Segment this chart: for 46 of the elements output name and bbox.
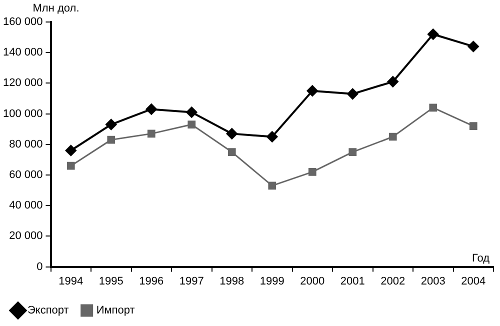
point xyxy=(387,76,398,88)
y-tick-label: 160 000 xyxy=(2,16,43,28)
x-tick-label: 2000 xyxy=(300,275,325,288)
x-tick-label: 1994 xyxy=(58,275,84,288)
legend-label: Импорт xyxy=(96,304,135,317)
x-tick-label: 1998 xyxy=(220,275,244,288)
y-tick-label: 0 xyxy=(36,260,43,273)
point xyxy=(469,122,478,130)
y-tick-label: 60 000 xyxy=(9,169,43,182)
point xyxy=(266,131,278,142)
point xyxy=(348,148,357,156)
x-tick-label: 2001 xyxy=(340,275,365,288)
x-axis-title: Год xyxy=(472,252,490,264)
y-tick-label: 80 000 xyxy=(9,138,43,150)
point xyxy=(308,168,316,176)
point xyxy=(66,162,75,170)
point xyxy=(147,130,156,138)
x-tick-label: 1999 xyxy=(260,275,284,288)
point xyxy=(106,119,117,130)
y-tick-label: 20 000 xyxy=(9,230,43,242)
point xyxy=(468,40,479,52)
y-tick-label: 100 000 xyxy=(2,108,43,120)
x-tick-label: 1996 xyxy=(139,275,164,288)
legend-label: Экспорт xyxy=(28,304,69,317)
x-tick-label: 2003 xyxy=(420,275,446,288)
x-tick-label: 1997 xyxy=(179,275,204,288)
x-tick-label: 2004 xyxy=(461,275,486,288)
y-axis-title: Млн дол. xyxy=(32,2,80,15)
y-tick-label: 140 000 xyxy=(2,46,43,59)
y-tick-label: 40 000 xyxy=(9,200,43,212)
point xyxy=(146,104,157,115)
x-tick-label: 1995 xyxy=(98,275,124,288)
point xyxy=(226,128,238,140)
point xyxy=(188,120,196,128)
point xyxy=(228,148,236,156)
point xyxy=(186,106,198,118)
point xyxy=(428,28,439,40)
x-tick-label: 2002 xyxy=(380,275,406,288)
point xyxy=(306,85,318,96)
point xyxy=(347,88,358,100)
y-tick-label: 120 000 xyxy=(2,77,43,90)
point xyxy=(65,145,76,156)
point xyxy=(268,182,276,190)
point xyxy=(107,136,116,144)
point xyxy=(388,132,397,141)
point xyxy=(429,104,438,112)
